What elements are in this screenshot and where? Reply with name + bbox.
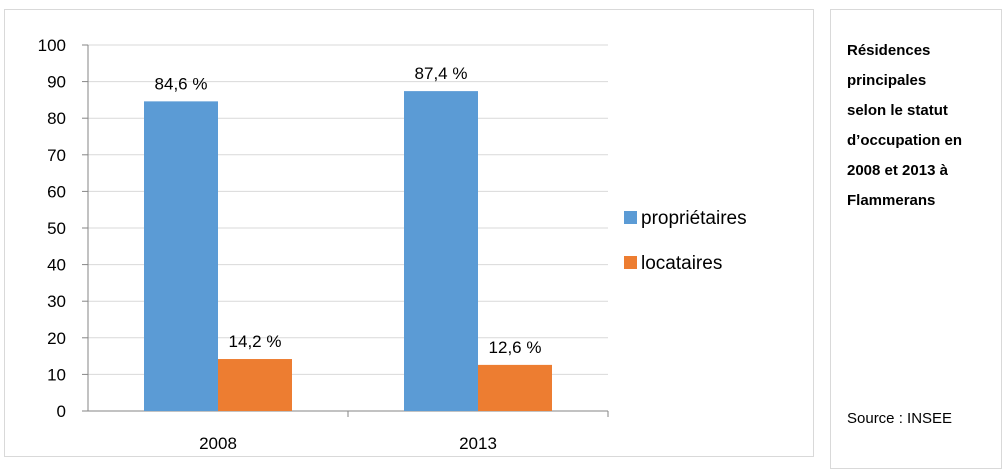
y-tick-label: 20 — [47, 329, 66, 348]
data-label: 87,4 % — [415, 64, 468, 83]
data-label: 84,6 % — [155, 74, 208, 93]
chart-caption: Résidences principales selon le statut d… — [847, 36, 997, 216]
y-tick-label: 0 — [57, 402, 66, 421]
legend-swatch — [624, 256, 637, 269]
caption-line: principales — [847, 72, 927, 89]
y-tick-label: 100 — [38, 36, 66, 55]
data-label: 12,6 % — [489, 338, 542, 357]
bar-locataires — [478, 364, 552, 411]
chart-panel: 0 10 20 30 40 50 60 70 80 90 100 2008 84,6 % 14,2 % 20… — [4, 9, 814, 457]
x-tick-label: 2008 — [199, 434, 237, 453]
bar-proprietaires — [144, 101, 218, 411]
y-tick-label: 50 — [47, 219, 66, 238]
x-tick-label: 2013 — [459, 434, 497, 453]
caption-line: Résidences — [847, 42, 931, 59]
bar-proprietaires — [404, 91, 478, 411]
legend-swatch — [624, 211, 637, 224]
legend-label: propriétaires — [641, 208, 747, 229]
y-tick-label: 70 — [47, 146, 66, 165]
bar-chart: 0 10 20 30 40 50 60 70 80 90 100 2008 84,6 % 14,2 % 20… — [38, 36, 747, 453]
y-tick-label: 10 — [47, 365, 66, 384]
y-tick-label: 30 — [47, 292, 66, 311]
caption-line: selon le statut — [847, 102, 948, 119]
caption-panel: Résidences principales selon le statut d… — [830, 9, 1002, 469]
y-tick-label: 40 — [47, 256, 66, 275]
caption-line: Flammerans — [847, 192, 936, 209]
bar-locataires — [218, 359, 292, 411]
y-tick-label: 90 — [47, 73, 66, 92]
source-note: Source : INSEE — [847, 410, 953, 427]
legend-label: locataires — [641, 253, 722, 274]
y-tick-label: 60 — [47, 182, 66, 201]
data-label: 14,2 % — [229, 332, 282, 351]
caption-line: d’occupation en — [847, 132, 963, 149]
y-tick-label: 80 — [47, 109, 66, 128]
caption-line: 2008 et 2013 à — [847, 162, 948, 179]
